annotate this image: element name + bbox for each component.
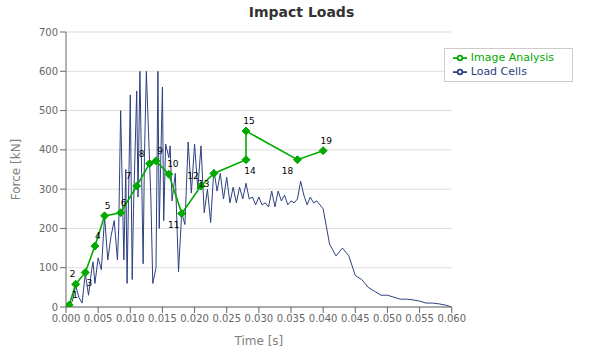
svg-text:11: 11: [168, 220, 179, 230]
svg-text:0: 0: [52, 302, 58, 313]
svg-text:4: 4: [95, 231, 101, 241]
svg-text:12: 12: [187, 171, 198, 181]
svg-text:13: 13: [198, 179, 209, 189]
svg-text:3: 3: [86, 278, 92, 288]
svg-text:0.055: 0.055: [405, 313, 434, 324]
svg-text:0.005: 0.005: [84, 313, 113, 324]
svg-text:14: 14: [244, 166, 256, 176]
svg-text:9: 9: [157, 146, 163, 156]
svg-text:0.025: 0.025: [212, 313, 241, 324]
svg-text:0.000: 0.000: [52, 313, 81, 324]
svg-text:15: 15: [243, 116, 254, 126]
svg-text:5: 5: [105, 201, 111, 211]
svg-text:0.030: 0.030: [245, 313, 274, 324]
svg-text:0.050: 0.050: [373, 313, 402, 324]
html-text:Impact Loads: Impact Loads: [248, 4, 355, 20]
svg-text:300: 300: [39, 184, 58, 195]
svg-text:18: 18: [282, 166, 294, 176]
svg-text:700: 700: [39, 27, 58, 38]
svg-text:1: 1: [72, 290, 78, 300]
svg-text:0.015: 0.015: [148, 313, 177, 324]
svg-text:7: 7: [126, 171, 132, 181]
html-text:Load Cells: Load Cells: [470, 65, 527, 78]
svg-text:0.040: 0.040: [309, 313, 338, 324]
svg-text:0.045: 0.045: [341, 313, 370, 324]
svg-text:10: 10: [167, 159, 179, 169]
svg-text:6: 6: [121, 198, 127, 208]
svg-text:2: 2: [70, 269, 76, 279]
svg-text:Time [s]: Time [s]: [233, 334, 283, 348]
svg-text:100: 100: [39, 262, 58, 273]
svg-text:0.060: 0.060: [437, 313, 466, 324]
html-text:Image Analysis: Image Analysis: [470, 51, 554, 64]
svg-text:0.010: 0.010: [116, 313, 145, 324]
svg-text:400: 400: [39, 144, 58, 155]
svg-text:19: 19: [320, 136, 332, 146]
svg-text:8: 8: [139, 149, 145, 159]
svg-text:200: 200: [39, 223, 58, 234]
svg-text:500: 500: [39, 105, 58, 116]
svg-text:0.020: 0.020: [180, 313, 209, 324]
svg-text:Force [kN]: Force [kN]: [9, 139, 23, 201]
svg-text:600: 600: [39, 66, 58, 77]
svg-text:0.035: 0.035: [277, 313, 306, 324]
